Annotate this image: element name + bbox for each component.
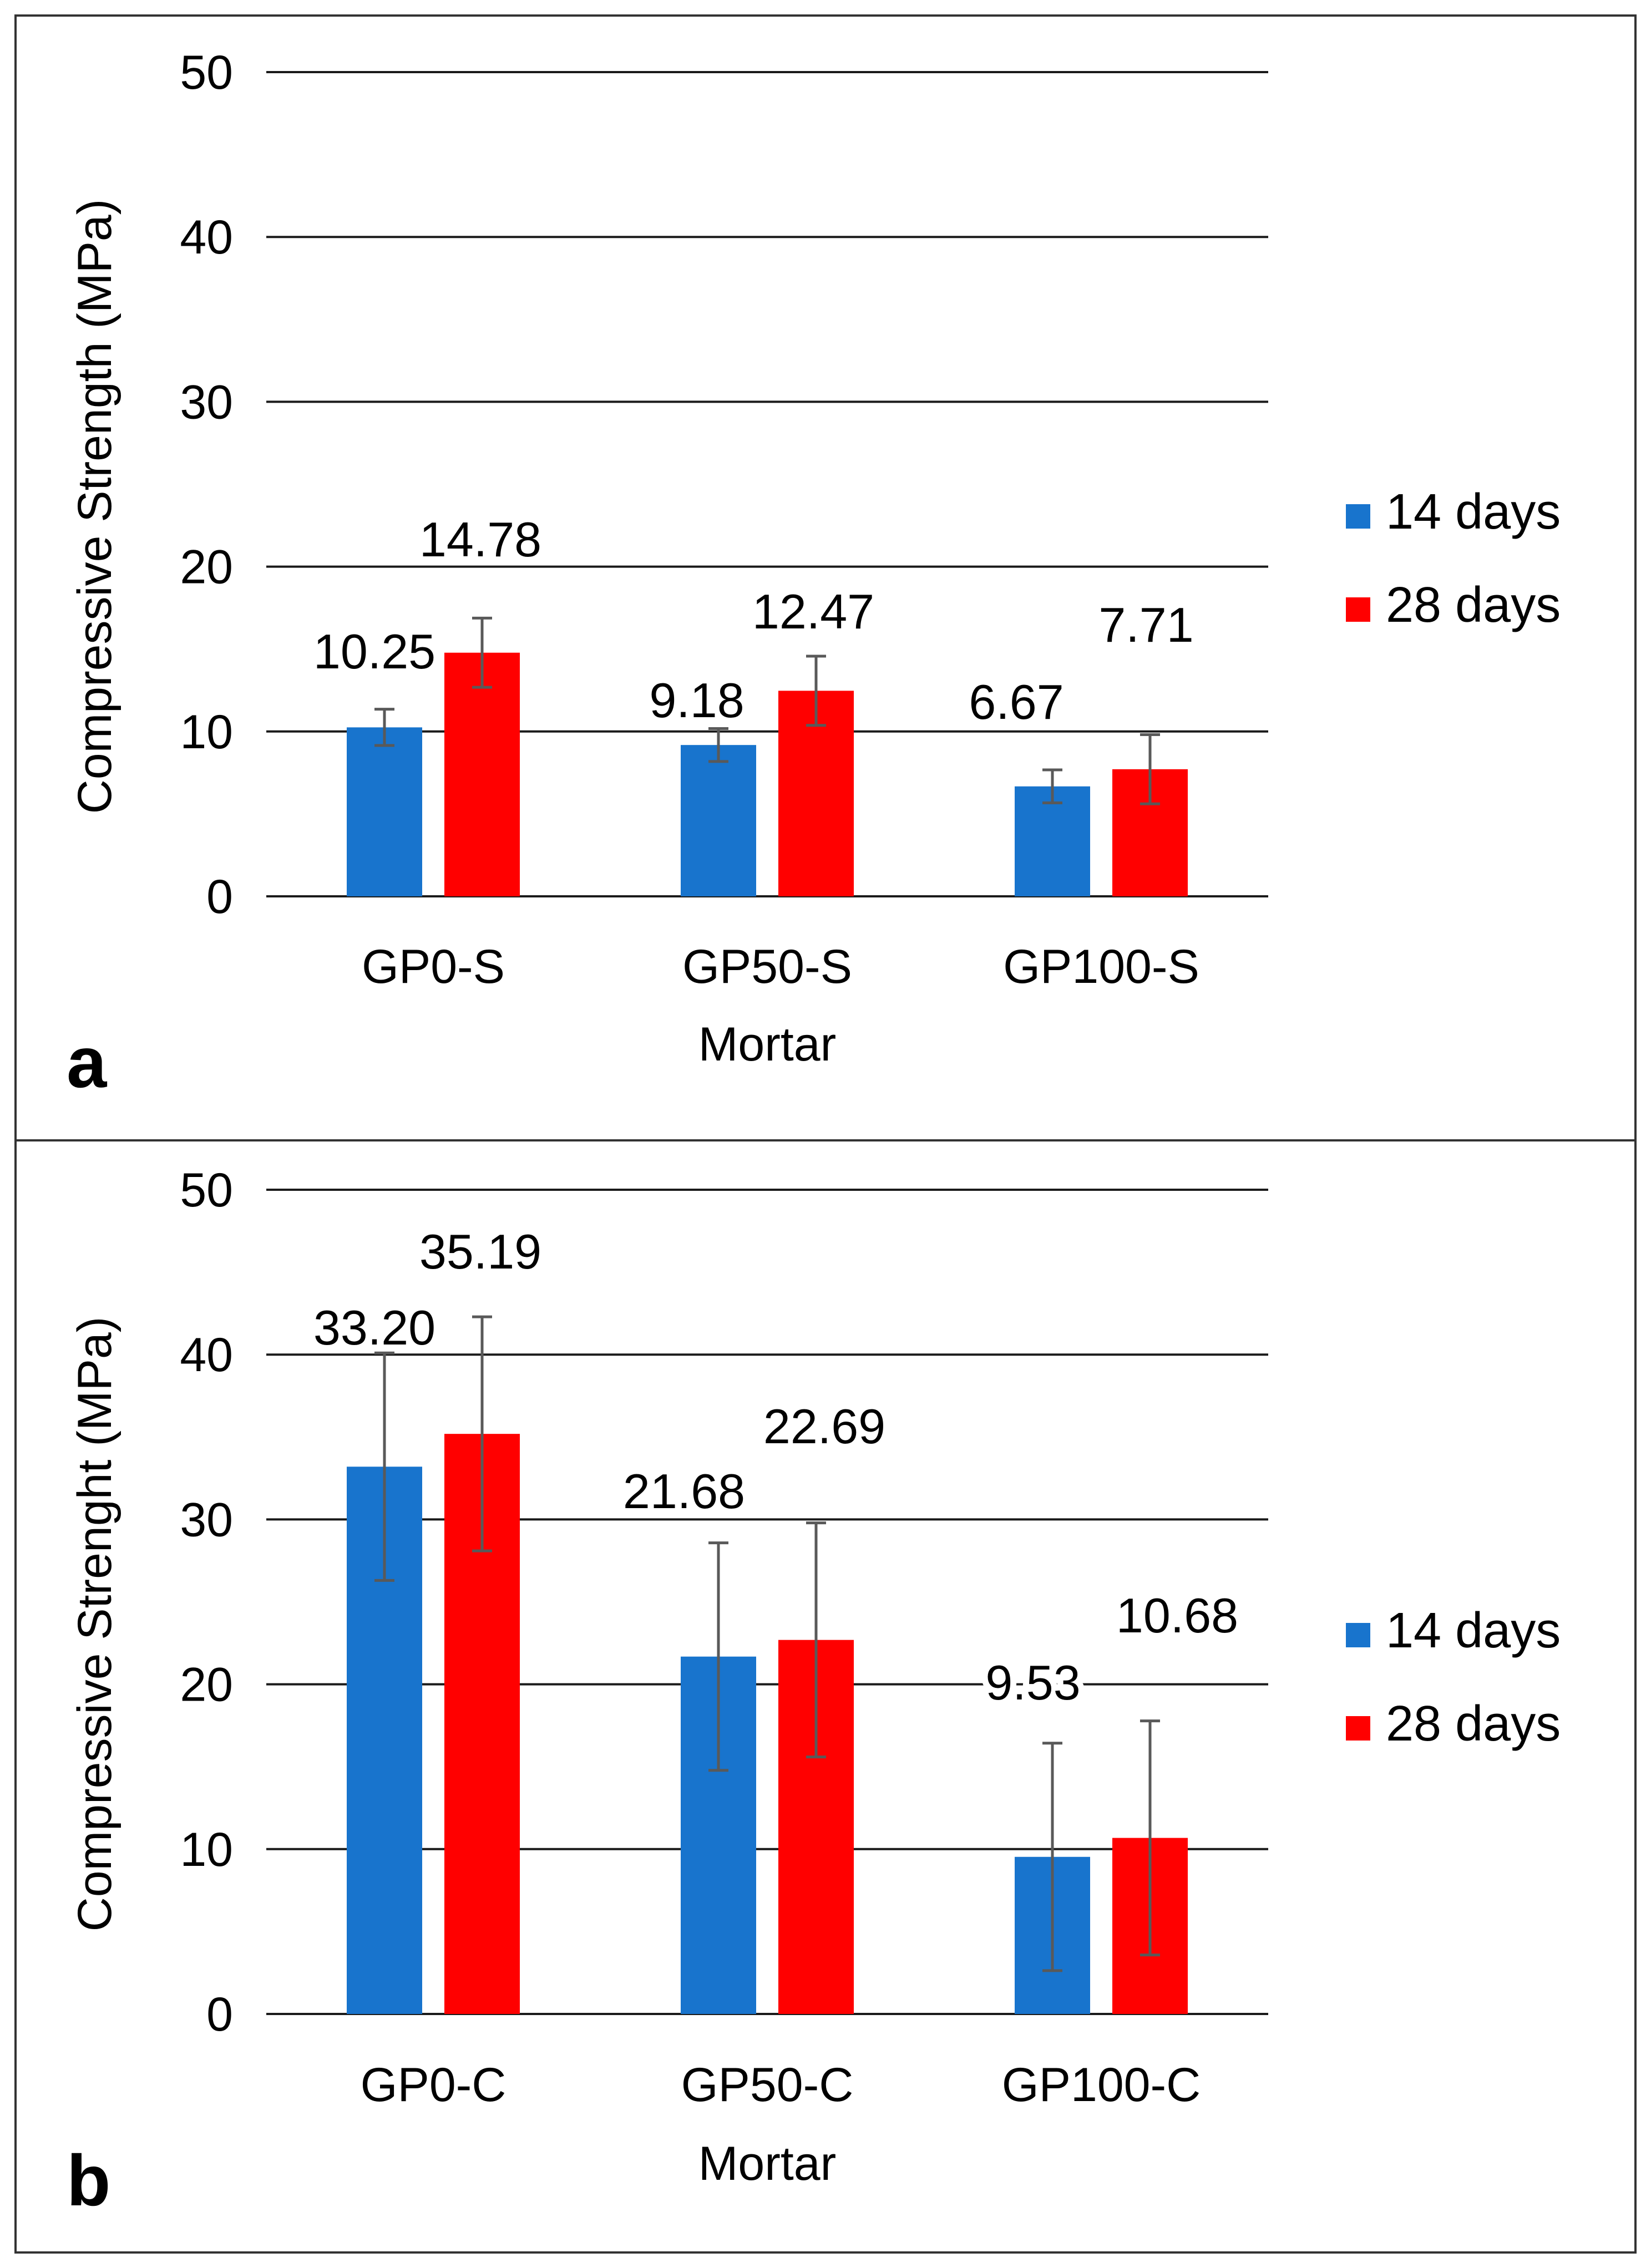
y-tick-label: 30 — [180, 376, 233, 429]
panel-a-frame — [14, 14, 1637, 1141]
y-tick-label: 50 — [180, 1164, 233, 1217]
data-label: 6.67 — [969, 674, 1063, 729]
legend-swatch-14-days — [1346, 1623, 1370, 1647]
x-axis-title: Mortar — [698, 1018, 836, 1071]
data-label: 14.78 — [419, 512, 541, 567]
x-category-label: GP50-S — [682, 940, 852, 993]
data-label: 7.71 — [1098, 597, 1193, 652]
y-tick-label: 50 — [180, 46, 233, 99]
y-tick-label: 10 — [180, 706, 233, 759]
data-label: 9.18 — [649, 673, 744, 728]
data-label: 22.69 — [763, 1399, 885, 1454]
y-axis-title: Compressive Strenght (MPa) — [68, 1317, 121, 1932]
legend-label-14-days: 14 days — [1386, 484, 1561, 540]
legend-label-28-days: 28 days — [1386, 1696, 1561, 1752]
y-tick-label: 40 — [180, 211, 233, 264]
bar-14-days — [347, 727, 422, 896]
data-label: 35.19 — [419, 1224, 541, 1279]
data-label: 10.68 — [1116, 1588, 1238, 1643]
y-tick-label: 30 — [180, 1493, 233, 1546]
x-category-label: GP0-S — [362, 940, 505, 993]
bar-14-days — [1015, 786, 1090, 896]
data-label: 9.53 — [985, 1655, 1080, 1710]
bar-28-days — [444, 652, 520, 896]
data-label: 10.25 — [313, 624, 435, 679]
x-axis-title: Mortar — [698, 2137, 836, 2190]
legend-swatch-28-days — [1346, 597, 1370, 622]
legend-swatch-14-days — [1346, 504, 1370, 529]
legend-swatch-28-days — [1346, 1716, 1370, 1741]
y-tick-label: 20 — [180, 1658, 233, 1712]
y-tick-label: 20 — [180, 541, 233, 594]
y-tick-label: 0 — [206, 1988, 233, 2041]
x-category-label: GP100-S — [1003, 940, 1199, 993]
y-axis-title: Compressive Strength (MPa) — [68, 199, 121, 814]
panel-label: a — [67, 1022, 108, 1103]
data-label: 12.47 — [752, 584, 874, 639]
data-label: 21.68 — [623, 1464, 745, 1519]
legend-label-28-days: 28 days — [1386, 577, 1561, 633]
y-tick-label: 0 — [206, 870, 233, 924]
x-category-label: GP50-C — [681, 2058, 854, 2112]
x-category-label: GP0-C — [361, 2058, 507, 2112]
panel-b-frame — [14, 1139, 1637, 2254]
y-tick-label: 40 — [180, 1328, 233, 1382]
x-category-label: GP100-C — [1002, 2058, 1201, 2112]
legend-label-14-days: 14 days — [1386, 1603, 1561, 1658]
bar-14-days — [681, 745, 756, 896]
panel-label: b — [67, 2140, 110, 2221]
y-tick-label: 10 — [180, 1823, 233, 1876]
data-label: 33.20 — [313, 1300, 435, 1355]
